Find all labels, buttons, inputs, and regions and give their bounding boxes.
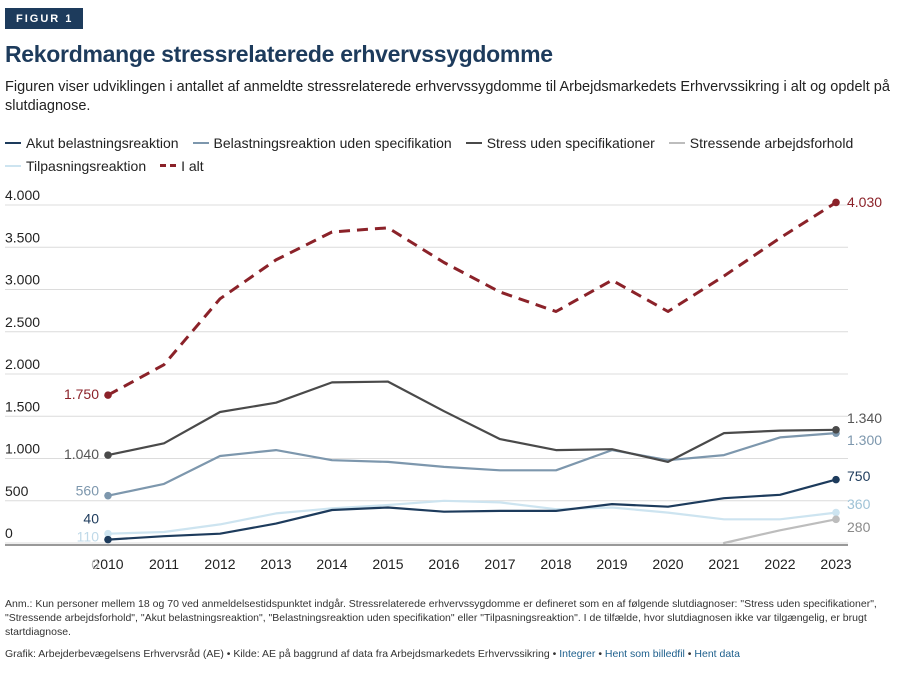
end-label-tilpasning: 360 [847,496,871,512]
start-label-akut: 40 [83,511,99,527]
y-tick-label: 2.500 [5,314,40,330]
x-tick-label: 2018 [540,556,571,572]
legend-item-akut[interactable]: Akut belastningsreaktion [5,135,179,151]
legend: Akut belastningsreaktion Belastningsreak… [5,131,900,177]
end-point-akut [832,475,840,484]
start-label-ialt: 1.750 [64,386,99,402]
start-point-ialt [104,391,112,399]
end-label-ialt: 4.030 [847,194,882,210]
x-tick-label: 2012 [204,556,235,572]
y-tick-label: 500 [5,483,29,499]
y-tick-label: 4.000 [5,187,40,203]
legend-label-belastning: Belastningsreaktion uden specifikation [213,134,452,151]
embed-link[interactable]: Integrer [559,648,596,660]
end-point-tilpasning [832,508,840,517]
legend-swatch-tilpasning [5,164,21,167]
legend-label-tilpasning: Tilpasningsreaktion [26,157,147,174]
download-image-link[interactable]: Hent som billedfil [604,648,685,660]
x-tick-label: 2016 [428,556,459,572]
legend-label-akut: Akut belastningsreaktion [26,134,179,151]
figure-badge: FIGUR 1 [5,8,84,29]
y-tick-label: 0 [5,525,13,541]
series-line-tilpasning [106,499,838,535]
chart-title: Rekordmange stressrelaterede erhvervssyg… [5,41,553,67]
chart-subtitle: Figuren viser udviklingen i antallet af … [5,79,890,114]
end-point-arbejdsforhold [832,515,840,524]
legend-item-belastning[interactable]: Belastningsreaktion uden specifikation [192,134,452,151]
x-tick-label: 2019 [596,556,627,572]
end-label-stress: 1.340 [847,410,882,426]
start-label-belastning: 560 [76,483,100,499]
credit-separator: • [598,648,602,660]
start-label-tilpasning: 110 [77,529,100,545]
x-tick-label: 2021 [708,556,739,572]
legend-item-arbejdsforhold[interactable]: Stressende arbejdsforhold [668,134,854,151]
start-point-akut [104,535,112,544]
legend-swatch-stress [465,141,482,144]
legend-item-ialt[interactable]: I alt [160,158,204,174]
end-label-akut: 750 [847,468,871,484]
chart-credit: Grafik: Arbejderbevægelsens Erhvervsråd … [5,648,740,660]
legend-swatch-arbejdsforhold [668,141,685,144]
end-point-ialt [832,198,840,207]
credit-separator-2: • [687,648,692,660]
legend-swatch-ialt [160,164,177,167]
legend-item-tilpasning[interactable]: Tilpasningsreaktion [5,158,146,174]
series-line-stress [106,380,838,463]
series-line-arbejdsforhold [722,518,838,545]
start-point-stress [104,451,112,459]
legend-label-stress: Stress uden specifikationer [486,134,655,151]
chart-note: Anm.: Kun personer mellem 18 og 70 ved a… [5,598,877,638]
x-tick-label: 2010 [92,556,123,572]
legend-label-ialt: I alt [181,157,204,174]
end-label-belastning: 1.300 [847,432,882,448]
x-tick-label: 2023 [820,556,851,572]
start-label-arbejdsforhold: 0 [91,556,99,572]
x-tick-label: 2017 [484,556,515,572]
end-point-stress [832,425,840,434]
y-tick-label: 1.000 [5,441,40,457]
download-data-link[interactable]: Hent data [694,648,740,660]
start-label-stress: 1.040 [64,446,99,462]
x-tick-label: 2014 [316,556,347,572]
legend-swatch-belastning [192,141,209,144]
y-tick-label: 3.500 [5,229,40,245]
credit-text: Grafik: Arbejderbevægelsens Erhvervsråd … [5,648,557,660]
legend-label-arbejdsforhold: Stressende arbejdsforhold [689,134,854,151]
legend-swatch-akut [5,141,21,144]
start-point-tilpasning [104,529,112,538]
y-tick-label: 2.000 [5,356,40,372]
x-tick-label: 2015 [372,556,403,572]
x-tick-label: 2022 [764,556,795,572]
x-tick-label: 2011 [149,556,179,572]
series-line-ialt [107,201,837,397]
x-tick-label: 2013 [260,556,291,572]
end-label-arbejdsforhold: 280 [847,519,871,535]
legend-item-stress[interactable]: Stress uden specifikationer [465,134,655,151]
series-line-akut [106,478,838,541]
y-tick-label: 1.500 [5,398,40,414]
series-line-belastning [106,432,838,497]
y-tick-label: 3.000 [5,272,40,288]
start-point-belastning [104,491,112,500]
x-tick-label: 2020 [652,556,683,572]
